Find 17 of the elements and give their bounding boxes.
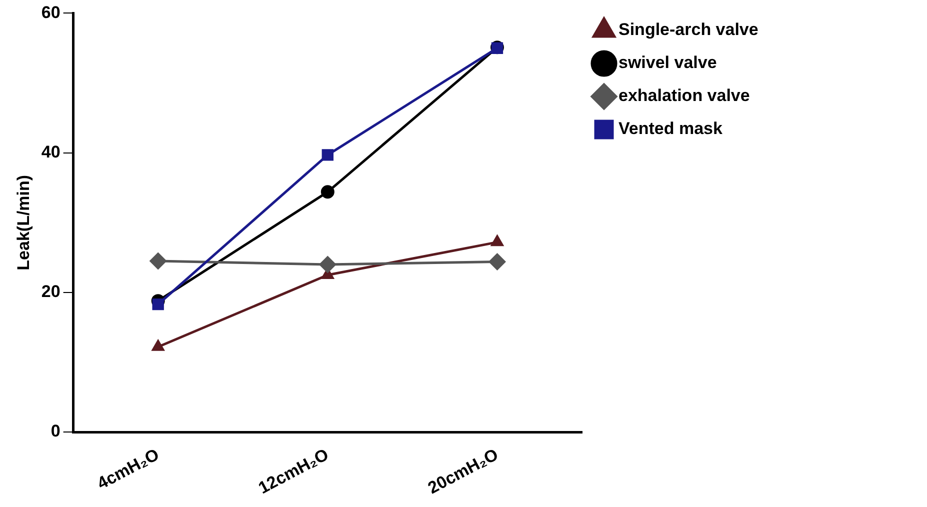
point <box>488 253 506 270</box>
point <box>152 298 164 310</box>
legend-label: Vented mask <box>618 119 723 138</box>
legend-label: exhalation valve <box>618 86 750 106</box>
point <box>152 340 164 351</box>
point <box>320 185 334 199</box>
point <box>491 235 504 246</box>
y-axis-title: Leak(L/min) <box>14 174 33 270</box>
point <box>150 252 166 270</box>
point <box>322 149 334 161</box>
point <box>319 256 336 273</box>
y-tick-label: 60 <box>41 2 60 22</box>
y-tick-label: 40 <box>41 142 60 162</box>
y-tick-label: 20 <box>41 282 60 302</box>
legend-label: swivel valve <box>618 53 717 72</box>
y-tick-label: 0 <box>50 422 60 441</box>
legend-label: Single-arch valve <box>618 20 758 40</box>
